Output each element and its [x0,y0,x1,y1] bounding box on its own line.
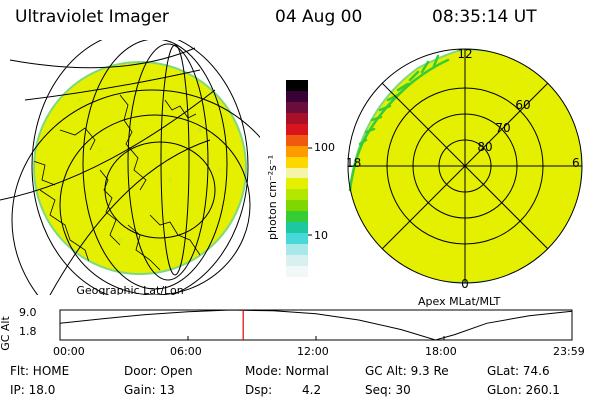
status-gain: Gain: 13 [124,383,175,397]
status-gc-alt: GC Alt: 9.3 Re [365,364,449,378]
mlt-label-0: 0 [461,277,469,291]
status-dsp-value: 4.2 [302,383,322,397]
colorbar-swatch-3 [286,112,308,124]
colorbar-axis: photon cm⁻²s⁻¹ [266,147,312,240]
continent-outlines [34,94,201,271]
status-glat: GLat: 74.6 [487,364,550,378]
instrument-title: Ultraviolet Imager [15,7,169,27]
altitude-curve [59,309,573,341]
colorbar-swatch-2 [286,101,308,113]
geographic-grid [0,40,260,295]
status-flt: Flt: HOME [10,364,70,378]
aurora-oval-edge [348,54,450,192]
geographic-image-disk [33,61,247,275]
colorbar-swatch-1 [286,90,308,102]
colorbar-swatch-16 [286,255,308,266]
colorbar-swatch-4 [286,123,308,135]
status-mode: Mode: Normal [245,364,329,378]
colorbar-swatch-5 [286,134,308,146]
xtick-1800: 18:00 [425,345,457,358]
colorbar-swatch-11 [286,200,308,212]
colorbar-swatch-7 [286,156,308,168]
mlat-label-60: 60 [515,98,530,112]
magnetic-caption-label: Apex MLat/MLT [418,295,501,308]
xtick-0600: 06:00 [170,345,202,358]
xtick-1200: 12:00 [297,345,329,358]
polar-grid [347,48,583,284]
xtick-0000: 00:00 [53,345,85,358]
status-seq: Seq: 30 [365,383,411,397]
colorbar-swatch-9 [286,178,308,190]
xtick-2359: 23:59 [553,345,585,358]
colorbar-swatch-0 [286,80,308,91]
geographic-image-panel: Geographic Lat/Lon [0,40,260,295]
status-glon: GLon: 260.1 [487,383,560,397]
colorbar-unit-label: photon cm⁻²s⁻¹ [266,155,279,240]
mlat-label-70: 70 [495,121,510,135]
colorbar-swatch-13 [286,222,308,234]
colorbar-swatch-6 [286,145,308,157]
colorbar-tick-100: 100 [314,141,335,154]
status-ip: IP: 18.0 [10,383,56,397]
mlt-label-6: 6 [572,156,580,170]
colorbar-swatch-8 [286,167,308,179]
status-door: Door: Open [124,364,193,378]
mlat-label-80: 80 [477,140,492,154]
altitude-plot-frame [59,309,573,341]
mlt-label-18: 18 [346,156,361,170]
image-date: 04 Aug 00 [275,7,363,27]
altitude-ytick-1-8: 1.8 [19,325,37,338]
colorbar-swatch-10 [286,189,308,201]
colorbar-swatch-14 [286,233,308,245]
status-dsp-label: Dsp: [245,383,273,397]
altitude-ytick-9: 9.0 [19,306,37,319]
colorbar-swatch-12 [286,211,308,223]
colorbar [286,80,308,277]
image-time: 08:35:14 UT [432,7,537,27]
mlt-label-12: 12 [457,47,472,61]
colorbar-tick-10: 10 [314,229,328,242]
magnetic-image-panel: 12 18 6 0 60 70 80 Apex MLat/MLT [346,47,583,291]
colorbar-swatch-17 [286,265,308,277]
colorbar-swatch-15 [286,244,308,255]
geographic-caption: Geographic Lat/Lon [76,284,183,295]
altitude-plot [59,309,573,341]
